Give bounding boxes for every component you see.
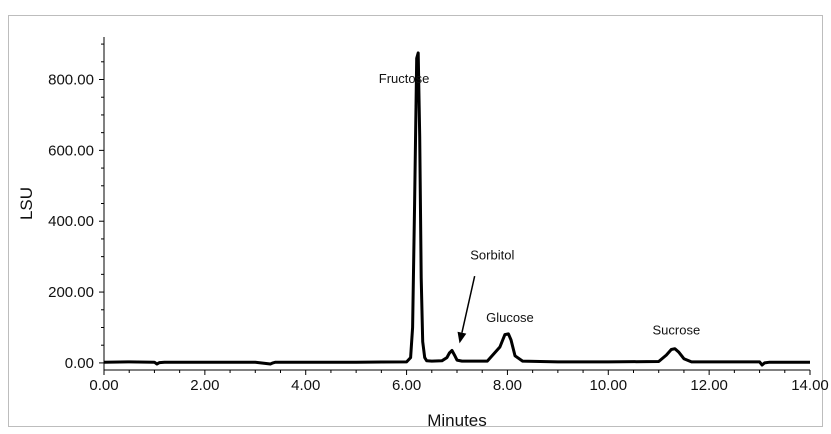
sorbitol-arrow-head — [457, 331, 467, 344]
sorbitol-arrow — [461, 275, 476, 333]
x-axis-title: Minutes — [427, 411, 487, 430]
y-tick-label: 200.00 — [48, 284, 94, 301]
x-ticks: 0.00 2.00 4.00 6.00 8.00 10.00 12.00 14.00 — [89, 370, 829, 394]
chart-frame — [8, 15, 823, 427]
axes — [103, 37, 810, 371]
x-tick-label: 6.00 — [392, 377, 421, 394]
x-tick-label: 14.00 — [791, 377, 829, 394]
peak-annotations: Fructose Sorbitol Glucose Sucrose — [379, 71, 700, 338]
y-tick-label: 400.00 — [48, 213, 94, 230]
y-ticks: 0.00 200.00 400.00 600.00 800.00 — [48, 43, 104, 372]
y-tick-label: 0.00 — [65, 355, 94, 372]
peak-label: Glucose — [486, 310, 534, 325]
x-tick-label: 12.00 — [690, 377, 728, 394]
x-tick-label: 4.00 — [291, 377, 320, 394]
x-tick-label: 0.00 — [89, 377, 118, 394]
peak-label: Sucrose — [653, 323, 701, 338]
series-line — [103, 51, 810, 367]
peak-label: Fructose — [379, 71, 430, 86]
y-axis-title: LSU — [17, 187, 36, 220]
x-tick-label: 2.00 — [190, 377, 219, 394]
y-tick-label: 600.00 — [48, 142, 94, 159]
y-tick-label: 800.00 — [48, 72, 94, 89]
x-tick-label: 8.00 — [493, 377, 522, 394]
peak-label: Sorbitol — [470, 247, 514, 262]
x-tick-label: 10.00 — [590, 377, 628, 394]
